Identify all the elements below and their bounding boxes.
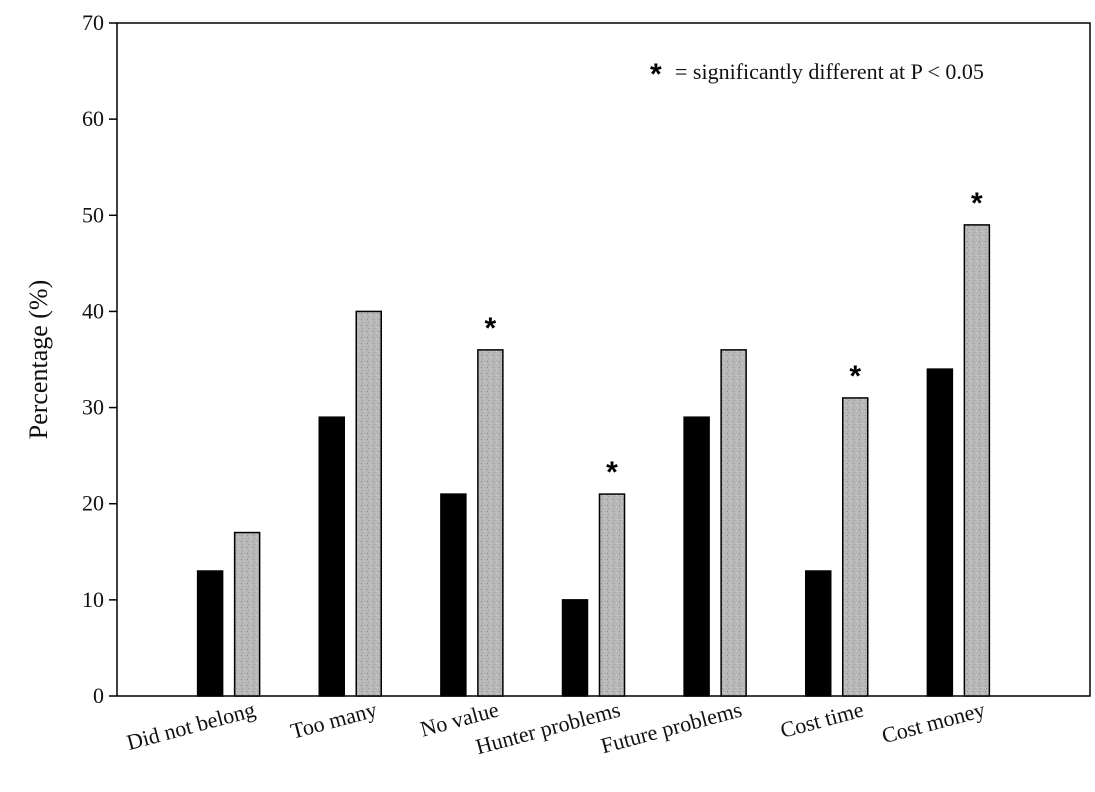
y-axis-title: Percentage (%) — [24, 280, 53, 440]
bar-series1-cost-money — [926, 368, 954, 697]
y-tick-label: 30 — [82, 395, 104, 420]
bar-series1-cost-time — [805, 570, 832, 697]
bar-series2-did-not-belong — [233, 531, 261, 697]
category-label: Too many — [288, 697, 380, 744]
significance-star: * — [971, 187, 983, 220]
y-tick-label: 40 — [82, 298, 104, 323]
bar-series2-hunter-problems — [598, 493, 626, 697]
bar-series1-did-not-belong — [196, 570, 224, 697]
category-label: Did not belong — [124, 697, 258, 755]
bar-series2-no-value — [477, 349, 504, 697]
bar-series1-too-many — [318, 416, 345, 697]
y-tick-label: 20 — [82, 491, 104, 516]
note-star: * — [650, 58, 662, 91]
category-label: Cost time — [778, 697, 867, 743]
category-label: Cost money — [879, 697, 988, 749]
bar-series2-too-many — [355, 310, 382, 697]
y-tick-label: 50 — [82, 202, 104, 227]
significance-star: * — [849, 360, 861, 393]
bar-series1-future-problems — [683, 416, 710, 697]
y-tick-label: 10 — [82, 587, 104, 612]
category-label: Future problems — [598, 697, 744, 759]
significance-note: * = significantly different at P < 0.05 — [650, 58, 984, 91]
y-tick-label: 70 — [82, 10, 104, 35]
bars — [196, 224, 991, 697]
bar-series1-hunter-problems — [561, 599, 589, 697]
bar-series1-no-value — [440, 493, 467, 697]
bar-series2-future-problems — [720, 349, 747, 697]
bar-series2-cost-money — [963, 224, 991, 697]
y-tick-label: 0 — [93, 683, 104, 708]
significance-star: * — [606, 456, 618, 489]
note-text: = significantly different at P < 0.05 — [675, 59, 984, 84]
bar-series2-cost-time — [842, 397, 869, 697]
significance-star: * — [485, 312, 497, 345]
y-tick-label: 60 — [82, 106, 104, 131]
